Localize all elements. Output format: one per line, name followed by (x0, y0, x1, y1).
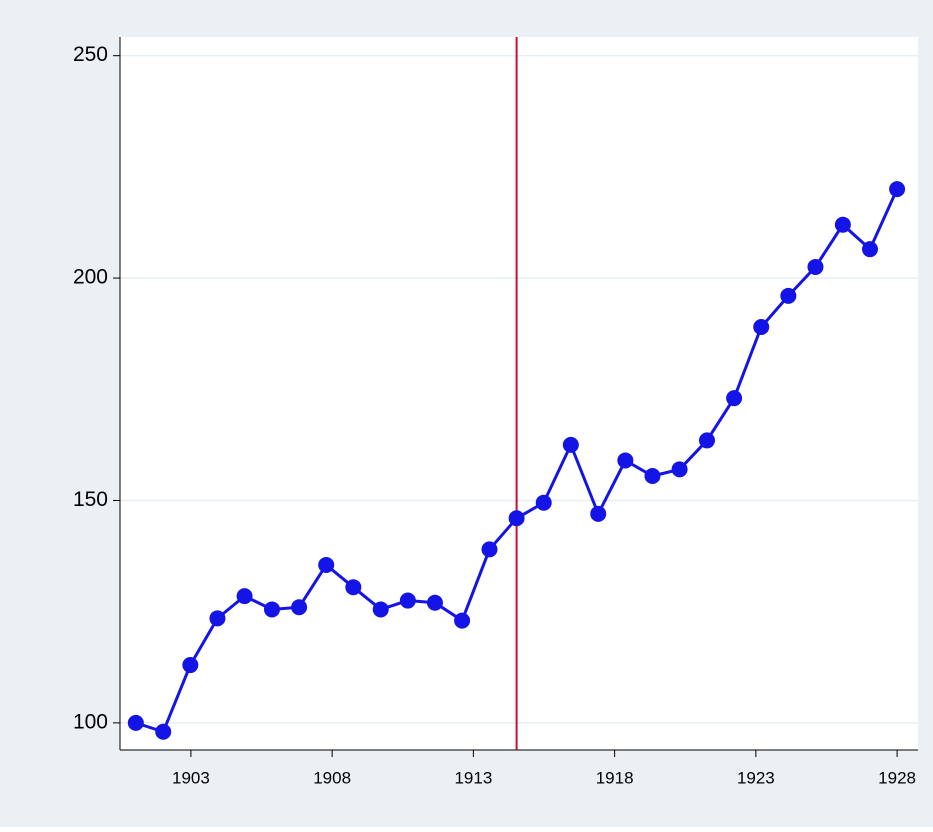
marker (263, 601, 280, 618)
marker (127, 714, 144, 731)
x-tick-label: 1913 (454, 768, 492, 787)
marker (834, 216, 851, 233)
marker (698, 432, 715, 449)
x-tick-label: 1923 (737, 768, 775, 787)
marker (508, 510, 525, 527)
marker (454, 612, 471, 629)
marker (291, 599, 308, 616)
y-tick-label: 150 (73, 488, 108, 511)
marker (318, 556, 335, 573)
marker (345, 579, 362, 596)
marker (209, 610, 226, 627)
marker (861, 241, 878, 258)
x-tick-label: 1903 (172, 768, 210, 787)
marker (562, 436, 579, 453)
marker (807, 258, 824, 275)
marker (671, 461, 688, 478)
marker (155, 723, 172, 740)
marker (889, 181, 906, 198)
x-tick-label: 1908 (313, 768, 351, 787)
marker (726, 390, 743, 407)
marker (481, 541, 498, 558)
x-tick-label: 1928 (878, 768, 916, 787)
x-tick-label: 1918 (596, 768, 634, 787)
marker (535, 494, 552, 511)
marker (182, 657, 199, 674)
plot-area (120, 37, 918, 750)
marker (236, 588, 253, 605)
y-tick-label: 100 (73, 710, 108, 733)
marker (372, 601, 389, 618)
marker (617, 452, 634, 469)
marker (644, 468, 661, 485)
marker (426, 594, 443, 611)
marker (590, 505, 607, 522)
marker (753, 319, 770, 336)
marker (399, 592, 416, 609)
y-tick-label: 250 (73, 43, 108, 66)
marker (780, 287, 797, 304)
y-tick-label: 200 (73, 266, 108, 289)
